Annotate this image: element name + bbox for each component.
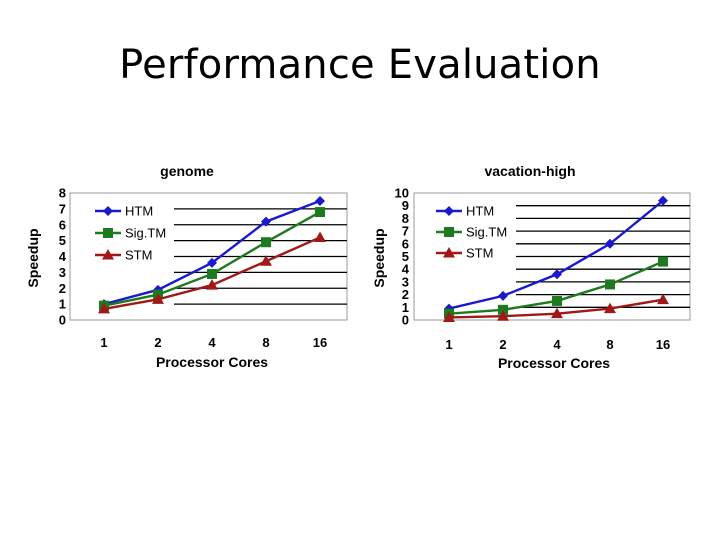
- legend-label: HTM: [466, 204, 494, 219]
- y-tick-label: 1: [402, 300, 409, 315]
- y-tick-label: 0: [402, 313, 409, 328]
- y-tick-label: 9: [402, 198, 409, 213]
- data-point: [497, 310, 509, 321]
- legend-marker: [102, 249, 114, 260]
- y-axis-label: Speedup: [25, 228, 41, 287]
- legend-label: STM: [466, 246, 493, 261]
- data-point: [98, 302, 110, 314]
- x-tick-label: 2: [499, 337, 506, 352]
- x-tick-label: 4: [553, 337, 561, 352]
- chart-title: vacation-high: [484, 163, 575, 179]
- data-point: [206, 279, 218, 290]
- chart-title: genome: [160, 163, 214, 179]
- data-point: [207, 257, 217, 268]
- y-axis-label: Speedup: [371, 228, 387, 287]
- legend-label: Sig.TM: [466, 225, 507, 240]
- data-point: [498, 290, 508, 301]
- y-tick-label: 7: [402, 224, 409, 239]
- data-point: [498, 304, 508, 315]
- x-tick-label: 8: [262, 335, 269, 350]
- legend-marker: [444, 227, 454, 237]
- x-tick-label: 16: [656, 337, 670, 352]
- data-point: [658, 195, 668, 206]
- data-point: [315, 195, 325, 206]
- data-point: [604, 302, 616, 314]
- y-tick-label: 6: [59, 217, 66, 232]
- y-tick-label: 2: [402, 287, 409, 302]
- data-point: [657, 293, 669, 305]
- legend-marker: [103, 228, 113, 238]
- y-tick-label: 10: [395, 186, 409, 201]
- y-tick-label: 0: [59, 313, 66, 328]
- data-point: [552, 269, 562, 280]
- legend-marker: [444, 206, 454, 216]
- x-tick-label: 16: [313, 335, 327, 350]
- data-point: [261, 216, 271, 227]
- y-tick-label: 2: [59, 281, 66, 296]
- legend-marker: [103, 206, 113, 216]
- data-point: [552, 295, 562, 306]
- data-point: [314, 231, 326, 242]
- data-point: [605, 238, 615, 249]
- legend-label: Sig.TM: [125, 226, 166, 241]
- y-tick-label: 3: [59, 265, 66, 280]
- x-axis-label: Processor Cores: [156, 354, 268, 370]
- y-tick-label: 7: [59, 201, 66, 216]
- y-tick-label: 8: [402, 211, 409, 226]
- data-point: [443, 311, 455, 322]
- x-tick-label: 1: [445, 337, 452, 352]
- data-point: [260, 255, 272, 266]
- data-point: [658, 256, 668, 267]
- y-tick-label: 3: [402, 274, 409, 289]
- y-tick-label: 8: [59, 186, 66, 201]
- legend-marker: [443, 247, 455, 258]
- y-tick-label: 5: [59, 233, 66, 248]
- legend-label: STM: [125, 248, 152, 263]
- data-point: [207, 268, 217, 279]
- legend-label: HTM: [125, 204, 153, 219]
- y-tick-label: 5: [402, 249, 409, 264]
- y-tick-label: 6: [402, 236, 409, 251]
- x-tick-label: 1: [100, 335, 107, 350]
- y-tick-label: 1: [59, 297, 66, 312]
- x-tick-label: 2: [154, 335, 161, 350]
- x-tick-label: 4: [208, 335, 216, 350]
- x-tick-label: 8: [606, 337, 613, 352]
- x-axis-label: Processor Cores: [498, 355, 610, 371]
- data-point: [152, 293, 164, 304]
- data-point: [551, 307, 563, 319]
- data-point: [315, 207, 325, 218]
- y-tick-label: 4: [402, 262, 410, 277]
- slide-title: Performance Evaluation: [119, 42, 601, 88]
- data-point: [261, 237, 271, 248]
- data-point: [605, 279, 615, 290]
- y-tick-label: 4: [59, 249, 67, 264]
